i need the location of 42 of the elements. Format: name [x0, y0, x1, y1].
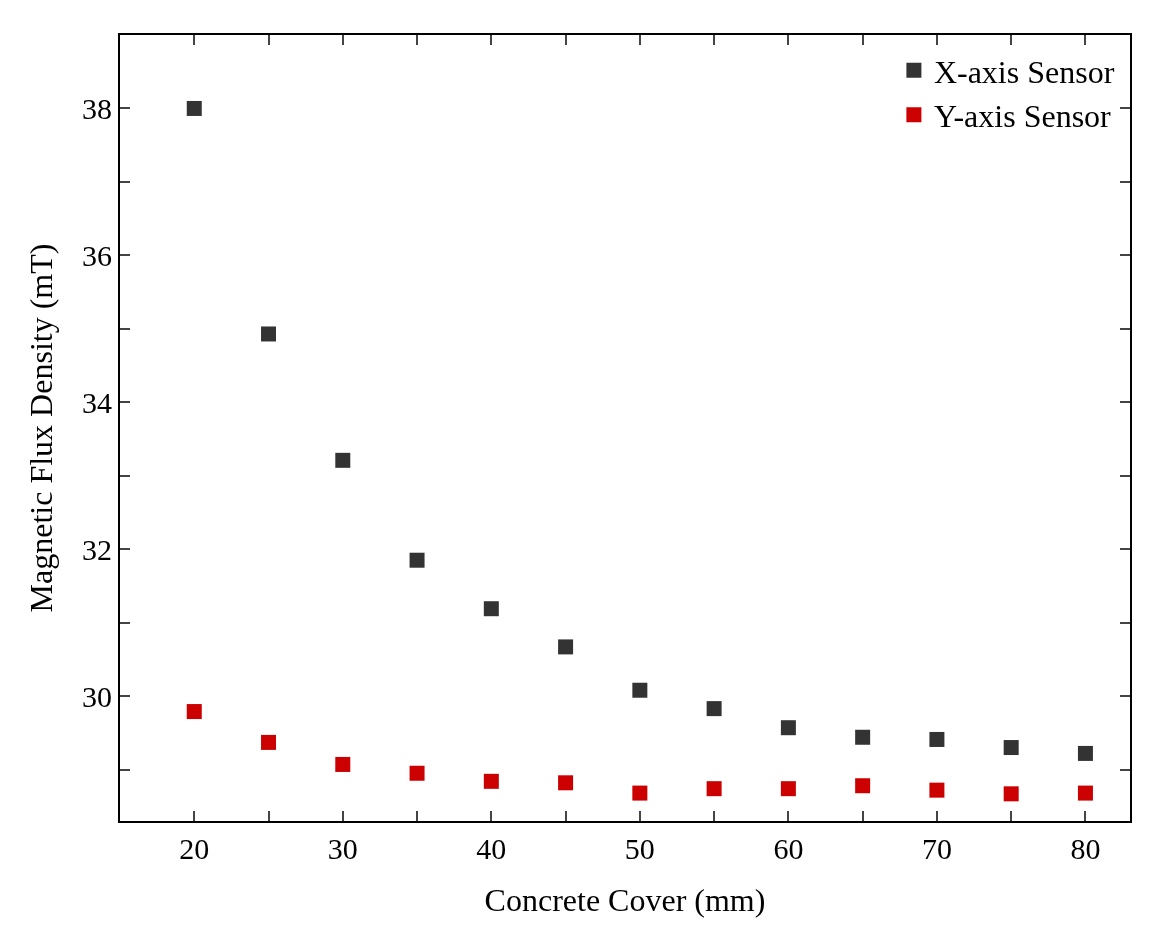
x-tick-label: 60	[773, 832, 804, 865]
point	[558, 775, 574, 791]
legend-label: X-axis Sensor	[933, 53, 1115, 90]
y-tick-label: 38	[82, 91, 112, 125]
x-tick-label: 70	[921, 832, 952, 865]
x-tick-label: 30	[327, 832, 358, 865]
point	[1077, 785, 1093, 801]
point	[335, 756, 351, 772]
point	[706, 701, 722, 717]
point	[1077, 745, 1093, 761]
point	[1003, 740, 1019, 756]
point	[706, 781, 722, 797]
legend-label: Y-axis Sensor	[933, 98, 1112, 135]
point	[929, 782, 945, 798]
point	[409, 552, 425, 568]
point	[335, 452, 351, 468]
x-axis-title: Concrete Cover (mm)	[484, 882, 766, 919]
point	[780, 781, 796, 797]
point	[558, 639, 574, 655]
x-tick-label: 80	[1070, 832, 1101, 865]
y-tick-label: 30	[82, 679, 112, 713]
point	[409, 765, 425, 781]
point	[261, 326, 277, 342]
point	[632, 682, 648, 698]
y-tick-label: 36	[82, 238, 112, 272]
point	[186, 100, 202, 116]
point	[186, 704, 202, 720]
point	[632, 785, 648, 801]
point	[483, 773, 499, 789]
point	[261, 734, 277, 750]
x-tick-label: 50	[624, 832, 655, 865]
point	[780, 720, 796, 736]
point	[1003, 786, 1019, 802]
x-tick-label: 20	[179, 832, 210, 865]
y-tick-label: 34	[82, 385, 112, 419]
y-axis-title: Magnetic Flux Density (mT)	[22, 243, 59, 613]
point	[483, 601, 499, 617]
point	[855, 729, 871, 745]
x-tick-label: 40	[476, 832, 507, 865]
y-tick-label: 32	[82, 532, 112, 566]
point	[855, 778, 871, 794]
point	[929, 731, 945, 747]
